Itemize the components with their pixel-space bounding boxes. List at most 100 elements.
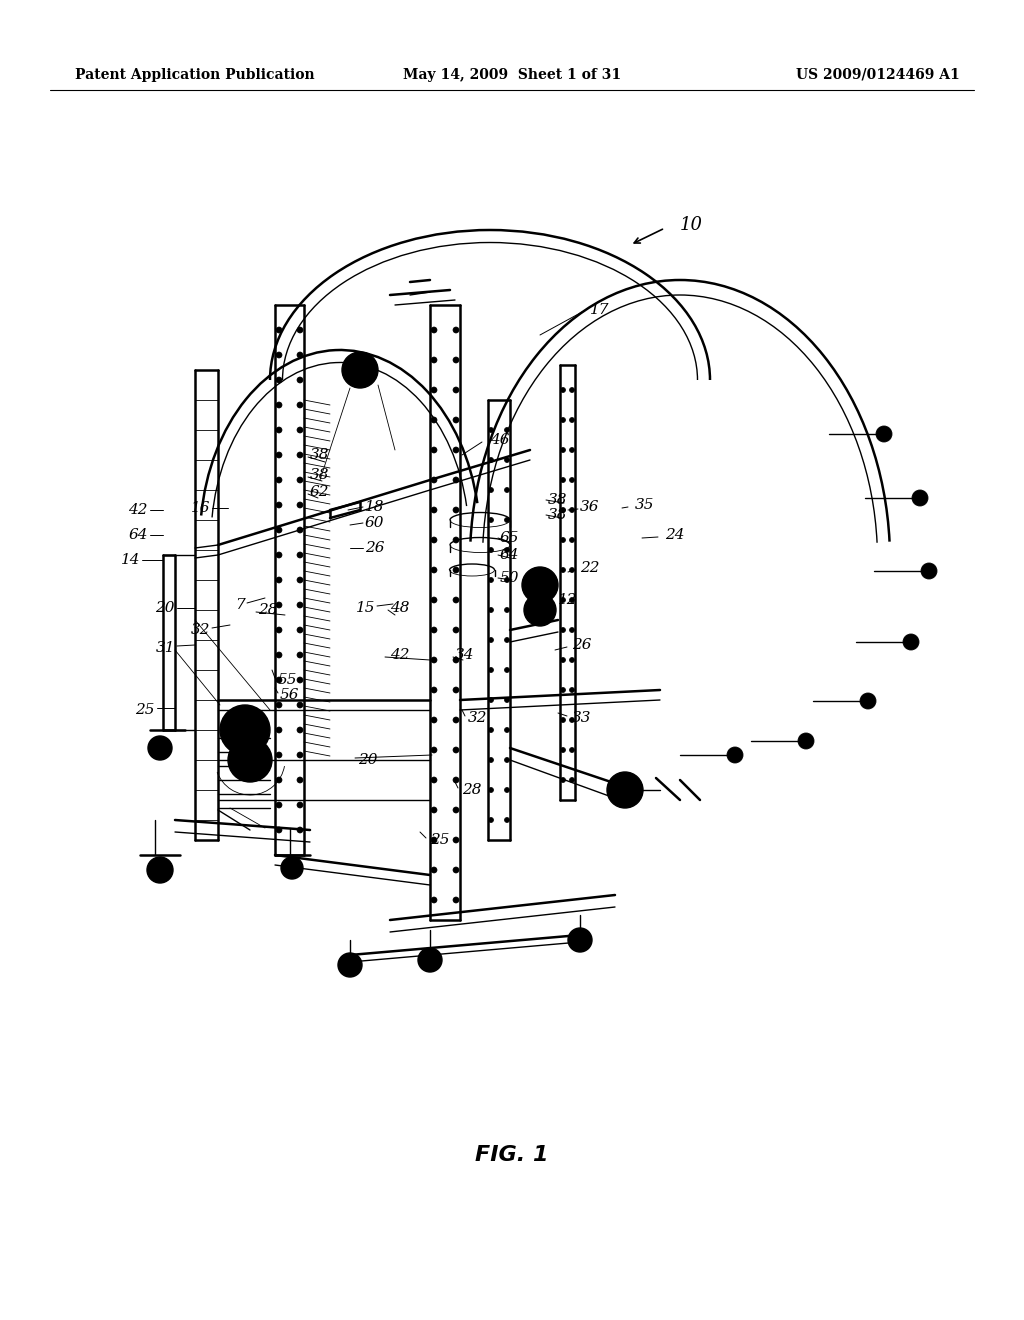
Text: US 2009/0124469 A1: US 2009/0124469 A1 (797, 69, 961, 82)
Circle shape (155, 743, 165, 752)
Circle shape (453, 417, 459, 422)
Circle shape (488, 727, 494, 733)
Text: 64: 64 (128, 528, 148, 543)
Circle shape (297, 627, 303, 634)
Circle shape (431, 447, 437, 453)
Circle shape (276, 477, 282, 483)
Circle shape (431, 417, 437, 422)
Text: 38: 38 (310, 469, 330, 482)
Circle shape (575, 935, 585, 945)
Circle shape (342, 352, 378, 388)
Circle shape (147, 857, 173, 883)
Circle shape (297, 777, 303, 783)
Circle shape (431, 867, 437, 873)
Circle shape (560, 657, 565, 663)
Circle shape (727, 747, 743, 763)
Circle shape (276, 527, 282, 533)
Text: 20: 20 (156, 601, 175, 615)
Text: 30: 30 (234, 711, 255, 725)
Circle shape (618, 783, 632, 797)
Circle shape (560, 447, 565, 453)
Text: 50: 50 (500, 572, 519, 585)
Circle shape (876, 426, 892, 442)
Circle shape (488, 788, 494, 792)
Text: 22: 22 (580, 561, 599, 576)
Circle shape (297, 403, 303, 408)
Text: 16: 16 (190, 502, 210, 515)
Circle shape (569, 598, 574, 602)
Circle shape (155, 865, 165, 875)
Circle shape (431, 837, 437, 843)
Circle shape (569, 507, 574, 512)
Circle shape (569, 627, 574, 632)
Circle shape (453, 686, 459, 693)
Circle shape (569, 657, 574, 663)
Circle shape (431, 327, 437, 333)
Circle shape (431, 597, 437, 603)
Circle shape (297, 426, 303, 433)
Circle shape (524, 594, 556, 626)
Circle shape (453, 537, 459, 543)
Text: 48: 48 (390, 601, 410, 615)
Text: 28: 28 (258, 603, 278, 616)
Circle shape (276, 577, 282, 583)
Text: 26: 26 (572, 638, 592, 652)
Circle shape (352, 362, 368, 378)
Circle shape (505, 788, 510, 792)
Circle shape (453, 447, 459, 453)
Circle shape (560, 777, 565, 783)
Text: May 14, 2009  Sheet 1 of 31: May 14, 2009 Sheet 1 of 31 (402, 69, 622, 82)
Circle shape (569, 388, 574, 392)
Circle shape (903, 634, 919, 649)
Circle shape (240, 750, 260, 770)
Circle shape (425, 954, 435, 965)
Circle shape (276, 677, 282, 682)
Circle shape (220, 705, 270, 755)
Circle shape (568, 928, 592, 952)
Circle shape (453, 747, 459, 752)
Circle shape (453, 657, 459, 663)
Circle shape (297, 828, 303, 833)
Text: 14: 14 (121, 553, 140, 568)
Circle shape (276, 652, 282, 657)
Text: 10: 10 (680, 216, 703, 234)
Circle shape (453, 777, 459, 783)
Circle shape (148, 737, 172, 760)
Circle shape (281, 857, 303, 879)
Circle shape (505, 758, 510, 763)
Circle shape (505, 517, 510, 523)
Circle shape (297, 752, 303, 758)
Circle shape (912, 490, 928, 506)
Circle shape (569, 447, 574, 453)
Circle shape (488, 697, 494, 702)
Circle shape (276, 752, 282, 758)
Circle shape (560, 747, 565, 752)
Circle shape (453, 356, 459, 363)
Circle shape (453, 837, 459, 843)
Circle shape (488, 668, 494, 672)
Circle shape (522, 568, 558, 603)
Circle shape (431, 898, 437, 903)
Circle shape (488, 548, 494, 553)
Circle shape (276, 627, 282, 634)
Circle shape (798, 733, 814, 748)
Text: 38: 38 (548, 492, 567, 507)
Circle shape (505, 578, 510, 582)
Circle shape (560, 388, 565, 392)
Circle shape (338, 953, 362, 977)
Circle shape (297, 602, 303, 609)
Circle shape (246, 756, 254, 764)
Text: 31: 31 (156, 642, 175, 655)
Circle shape (921, 564, 937, 579)
Circle shape (297, 727, 303, 733)
Text: 25: 25 (135, 704, 155, 717)
Text: 18: 18 (365, 500, 384, 513)
Text: 38: 38 (310, 447, 330, 462)
Circle shape (431, 568, 437, 573)
Circle shape (233, 718, 257, 742)
Circle shape (297, 327, 303, 333)
Circle shape (288, 865, 296, 873)
Circle shape (505, 548, 510, 553)
Circle shape (431, 747, 437, 752)
Circle shape (297, 803, 303, 808)
